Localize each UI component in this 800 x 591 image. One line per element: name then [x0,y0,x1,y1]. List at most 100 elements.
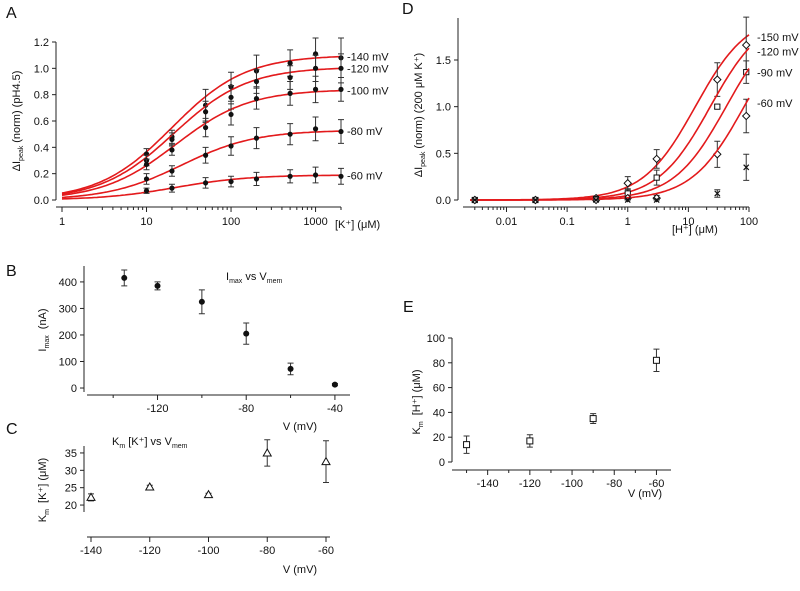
data-point [143,161,150,168]
x-axis-label: [K⁺] (μM) [335,219,380,231]
panel-letter-b: B [6,263,17,280]
data-point [243,330,250,337]
y-axis-label-main: ΔI [11,161,23,171]
series-label: -80 mV [347,126,383,138]
chart-title: Km [K⁺] vs Vmem [112,436,188,450]
y-tick-label: 25 [65,483,77,495]
panel-e-km-proton-vs-voltage: 0 20 40 60 80 100 -140 -120 -100 -80 -60V (mV) Km [… [411,333,671,500]
data-point [331,381,338,388]
x-tick-label: -120 [147,403,169,415]
data-point [203,489,214,499]
series-2: -100 mV [61,75,389,196]
data-point [86,492,96,501]
data-point [338,65,344,71]
y-tick-label: 1.0 [436,102,451,114]
series-label: -120 mV [757,46,799,58]
fit-curve [61,89,342,196]
y-axis-label-tail: [H⁺] (μM) [411,370,423,419]
data-point [653,196,660,204]
data-point [526,437,534,445]
series-label: -120 mV [347,63,389,75]
x-tick-label: -80 [238,403,254,415]
data-point [312,172,319,178]
fit-curve [470,97,750,201]
x-tick-label: -100 [561,478,583,490]
y-axis-label: ΔIpeak (norm) (200 μM K⁺) [413,53,427,177]
data-point [169,147,175,153]
data-point [202,109,209,115]
panel-a-dose-response-potassium: 0.0 0.2 0.4 0.6 0.8 1.0 1.2 1 10 100 1000 [K⁺] (μM)… [11,37,389,231]
y-axis-label-tail: (nA) [37,308,49,332]
x-axis-label: V (mV) [283,564,317,576]
y-tick-label: 20 [65,500,77,512]
y-axis-label-subscript: peak [18,145,25,161]
data-point [253,78,260,85]
title-main: K [112,436,120,448]
y-tick-label: 300 [59,303,77,315]
y-tick-label: 80 [433,358,445,370]
data-point [321,456,331,466]
series-label: -90 mV [757,68,793,80]
y-axis-label-subscript: max [44,335,51,349]
data-point [312,65,319,71]
data-point [712,75,722,84]
data-point [228,111,234,118]
y-tick-label: 0.2 [34,169,49,181]
x-tick-label: 100 [740,216,758,228]
series-1: -120 mV [61,53,389,195]
y-tick-label: 60 [433,383,445,395]
series-label: -60 mV [347,170,383,182]
y-tick-label: 0.0 [436,195,451,207]
data-point [143,176,150,182]
series-label: -100 mV [347,86,389,98]
data-point [652,356,660,364]
x-tick-label: -40 [327,403,343,415]
data-point [312,126,319,132]
title-main: I [226,271,229,283]
data-point [169,136,175,143]
panel-letter-c: C [6,421,18,438]
y-axis-label: ΔIpeak (norm) (pH4.5) [11,71,25,172]
data-point [287,60,293,66]
x-tick-label: -60 [318,545,334,557]
panel-d-dose-response-proton: 0.0 0.5 1.0 1.5 0.01 0.1 1 10 100 [H⁺] (μM) ΔIpeak… [413,16,799,236]
data-point [198,298,205,305]
y-tick-label: 30 [65,465,77,477]
y-tick-label: 1.0 [34,63,49,75]
data-point [463,441,471,449]
data-point [287,173,293,179]
y-axis-label-subscript: peak [420,151,427,167]
title-subscript: max [229,278,243,285]
data-point [262,447,273,457]
data-point [741,40,751,50]
data-point [228,178,234,185]
y-axis-label-main: I [37,349,49,352]
fit-curve [61,130,342,199]
y-tick-label: 0.8 [34,90,49,102]
y-tick-label: 0.0 [34,195,49,207]
data-point [741,111,751,121]
y-axis-label-main: K [37,514,49,522]
data-point [202,180,209,186]
chart-title: Imax vs Vmem [226,271,282,285]
series-label: -150 mV [757,32,799,44]
panel-c-km-potassium-vs-voltage: 20 25 30 35 -140 -120 -100 -80 -60V (mV) Km [K⁺] … [37,436,334,576]
data-point [312,86,319,92]
data-point [202,152,209,158]
series-3: -60 mV [470,97,793,204]
data-point [169,168,175,174]
data-point [144,481,155,491]
panel-letter-a: A [6,5,17,22]
y-tick-label: 100 [427,333,445,345]
x-tick-label: -80 [259,545,275,557]
fit-curve [470,47,750,201]
data-point [228,143,234,149]
data-point [338,173,344,179]
data-point [589,415,597,423]
series-label: -60 mV [757,98,793,110]
y-tick-label: 0 [439,457,445,469]
x-tick-label: -60 [648,478,664,490]
y-tick-label: 0.4 [34,142,49,154]
x-tick-label: 10 [140,216,152,228]
title-middle: vs V [242,271,267,283]
